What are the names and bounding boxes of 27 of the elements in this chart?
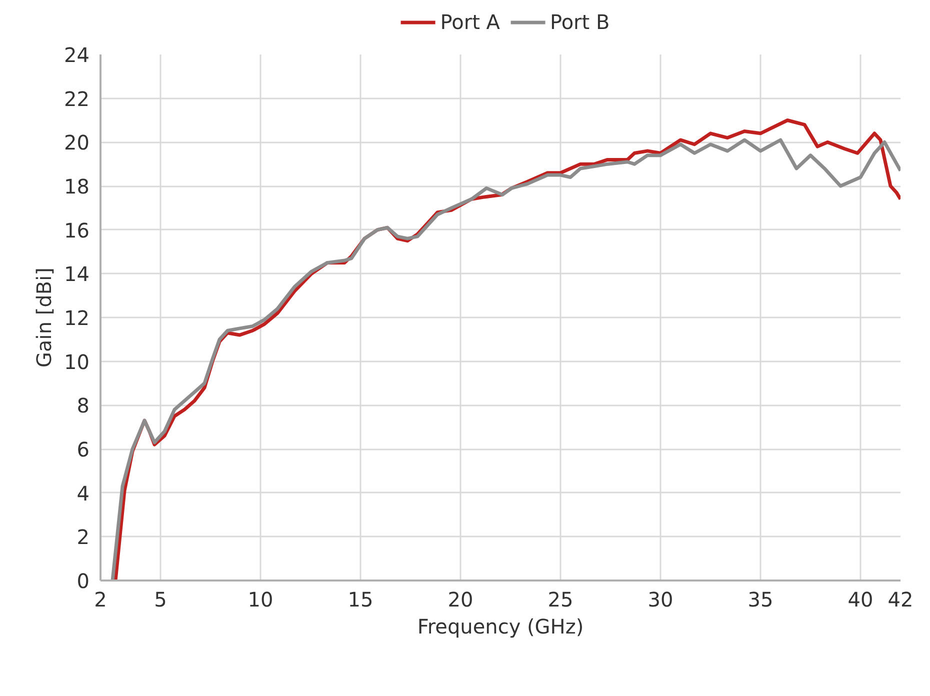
y-tick-label: 10 [64, 350, 90, 374]
x-axis-title: Frequency (GHz) [417, 614, 584, 638]
x-tick-label: 40 [848, 588, 874, 612]
y-tick-label: 4 [76, 481, 90, 506]
y-tick-label: 20 [64, 130, 90, 155]
x-tick-label: 20 [448, 588, 474, 612]
x-tick-label: 42 [888, 588, 914, 612]
x-tick-label: 10 [248, 588, 274, 612]
x-tick-label: 30 [648, 588, 674, 612]
legend-label: Port B [550, 10, 610, 34]
y-tick-label: 8 [76, 394, 90, 418]
y-tick-label: 12 [64, 306, 90, 330]
x-tick-label: 15 [348, 588, 374, 612]
y-tick-label: 16 [64, 218, 90, 242]
y-tick-label: 14 [64, 262, 90, 286]
y-tick-label: 22 [64, 86, 90, 111]
legend-label: Port A [440, 10, 500, 34]
y-tick-label: 24 [64, 43, 90, 67]
x-tick-label: 2 [94, 588, 107, 612]
y-tick-label: 2 [76, 525, 90, 550]
y-tick-label: 0 [76, 569, 90, 593]
x-tick-label: 25 [548, 588, 574, 612]
y-axis-title: Gain [dBi] [32, 268, 56, 368]
y-tick-label: 6 [76, 438, 90, 462]
x-tick-label: 35 [748, 588, 774, 612]
x-tick-label: 5 [154, 588, 167, 612]
y-tick-label: 18 [64, 174, 90, 198]
